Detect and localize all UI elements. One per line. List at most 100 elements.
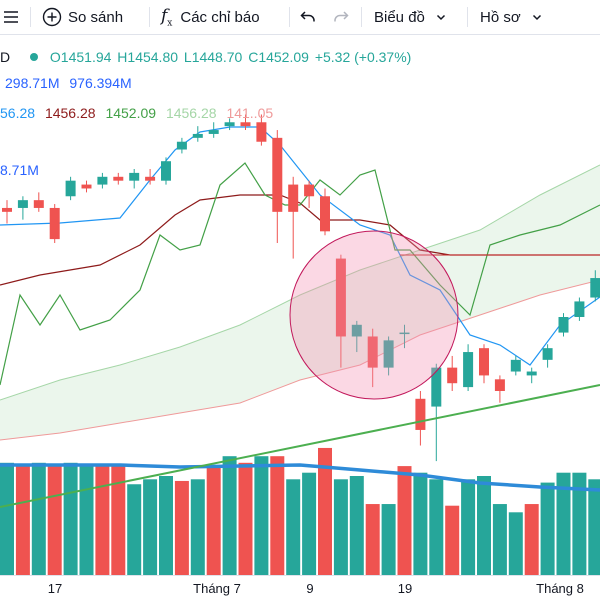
candle-body xyxy=(320,196,330,232)
chart-menu-button[interactable]: Biểu đồ xyxy=(374,0,447,34)
volume-bar xyxy=(413,472,428,575)
profile-menu-button[interactable]: Hồ sơ xyxy=(480,0,543,34)
volume-bar xyxy=(524,504,539,575)
trend-line xyxy=(0,384,600,508)
candle xyxy=(129,169,140,189)
price-chart[interactable] xyxy=(0,35,600,575)
candle-body xyxy=(192,133,203,138)
candlesticks xyxy=(2,114,600,462)
high-value: H1454.80 xyxy=(117,49,179,65)
candle-body xyxy=(590,278,600,298)
volume-value-1: 298.71M xyxy=(5,75,60,91)
change-value: +5.32 (+0.37%) xyxy=(314,49,412,65)
plus-circle-icon xyxy=(42,7,62,27)
compare-button[interactable]: So sánh xyxy=(42,0,123,34)
candle xyxy=(49,204,60,243)
candle-body xyxy=(574,301,585,317)
candle xyxy=(479,344,489,384)
candle-body xyxy=(351,324,362,337)
volume-bar xyxy=(95,464,110,575)
candle-body xyxy=(97,176,108,185)
top-toolbar: So sánh fx Các chỉ báo Biểu đồ Hồ sơ xyxy=(0,0,600,35)
volume-bar xyxy=(79,466,94,575)
volume-bar xyxy=(31,462,46,575)
candle xyxy=(145,169,156,185)
candle xyxy=(351,320,362,353)
volume-pane-value: 8.71M xyxy=(0,162,39,178)
indicators-button[interactable]: fx Các chỉ báo xyxy=(161,0,260,34)
candle xyxy=(415,391,426,446)
candle-body xyxy=(526,371,537,376)
volume-bar xyxy=(127,484,142,575)
menu-icon[interactable] xyxy=(2,0,20,34)
low-value: L1448.70 xyxy=(183,49,243,65)
candle xyxy=(224,118,235,131)
candle-body xyxy=(288,184,299,212)
candle-body xyxy=(542,348,553,360)
volume-value-2: 976.394M xyxy=(69,75,132,91)
candle-body xyxy=(431,367,442,407)
redo-button[interactable] xyxy=(332,0,350,34)
volume-bar xyxy=(588,479,600,575)
ohlc-legend: D O1451.94 H1454.80 L1448.70 C1452.09 +5… xyxy=(0,49,411,65)
time-axis[interactable]: 17 Tháng 7 9 19 Tháng 8 xyxy=(0,575,600,601)
volume-bar xyxy=(238,462,253,575)
candle xyxy=(431,363,442,462)
visibility-dot-icon[interactable] xyxy=(30,53,39,61)
candle-body xyxy=(367,336,378,368)
volume-bar xyxy=(477,476,491,575)
candle-body xyxy=(208,130,219,134)
candle xyxy=(256,114,267,146)
candle xyxy=(176,137,187,154)
volume-bar xyxy=(159,476,173,575)
candle-body xyxy=(335,258,346,337)
toolbar-divider xyxy=(289,7,290,27)
volume-bar xyxy=(381,504,396,575)
senkou-span-a-line xyxy=(0,164,600,401)
symbol-fragment: D xyxy=(0,49,11,65)
candle xyxy=(33,192,44,212)
candle xyxy=(113,172,124,185)
candle-body xyxy=(2,207,12,212)
candle xyxy=(304,180,315,208)
profile-menu-label: Hồ sơ xyxy=(480,8,521,26)
x-tick-label: 17 xyxy=(47,581,63,596)
volume-bar xyxy=(572,472,587,575)
candle-body xyxy=(129,172,140,181)
volume-bar xyxy=(143,479,158,575)
volume-bar xyxy=(206,467,221,575)
toolbar-divider xyxy=(30,7,31,27)
volume-bar xyxy=(270,456,285,575)
ichimoku-value-3: 1452.09 xyxy=(105,105,157,121)
candle-body xyxy=(65,180,76,197)
toolbar-divider xyxy=(361,7,362,27)
undo-button[interactable] xyxy=(299,0,317,34)
candle-body xyxy=(176,141,187,150)
candle-body xyxy=(494,379,505,391)
candle xyxy=(320,188,330,236)
volume-bar xyxy=(222,456,237,575)
ichimoku-cloud xyxy=(0,164,600,441)
senkou-span-b-line xyxy=(0,279,600,441)
drawing-overlays xyxy=(0,230,600,508)
cloud-fill xyxy=(0,165,600,440)
candle xyxy=(2,200,12,224)
candle-body xyxy=(383,340,394,368)
candle-body xyxy=(479,348,489,376)
volume-legend: 298.71M 976.394M xyxy=(0,75,132,91)
volume-bar xyxy=(492,504,507,575)
compare-label: So sánh xyxy=(68,8,124,26)
highlight-circle xyxy=(289,230,459,400)
x-tick-label: 19 xyxy=(397,581,413,596)
x-tick-label: Tháng 8 xyxy=(536,581,584,596)
volume-bars xyxy=(0,447,600,575)
toolbar-divider xyxy=(467,7,468,27)
volume-bar xyxy=(540,482,555,575)
candle xyxy=(240,114,251,131)
volume-bar xyxy=(0,462,14,575)
candle xyxy=(81,180,92,193)
candle-body xyxy=(415,398,426,430)
candle xyxy=(208,122,219,138)
toolbar-divider xyxy=(149,7,150,27)
candle xyxy=(542,344,553,368)
